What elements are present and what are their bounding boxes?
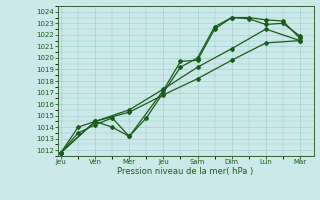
X-axis label: Pression niveau de la mer( hPa ): Pression niveau de la mer( hPa ) bbox=[117, 167, 254, 176]
